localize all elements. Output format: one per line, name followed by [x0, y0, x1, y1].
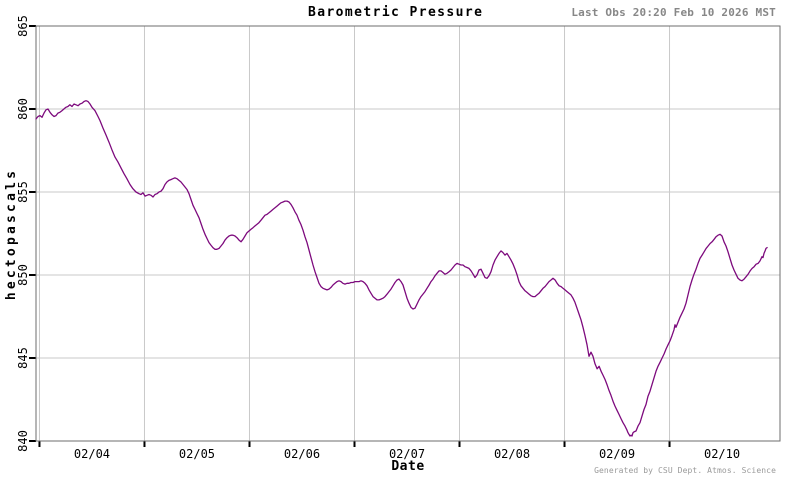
pressure-line	[35, 100, 768, 437]
y-tick-label: 865	[16, 15, 30, 37]
x-tick-label: 02/08	[494, 447, 530, 461]
plot-border	[35, 25, 781, 442]
y-tick-label: 845	[16, 347, 30, 369]
x-tick-label: 02/04	[74, 447, 110, 461]
credit-text: Generated by CSU Dept. Atmos. Science	[594, 466, 776, 475]
y-tick-label: 855	[16, 181, 30, 203]
y-tick-label: 840	[16, 430, 30, 452]
x-tick-label: 02/10	[704, 447, 740, 461]
x-axis-label: Date	[391, 459, 425, 474]
x-tick-label: 02/09	[599, 447, 635, 461]
y-tick-label: 850	[16, 264, 30, 286]
y-tick-label: 860	[16, 98, 30, 120]
x-tick-label: 02/05	[179, 447, 215, 461]
x-tick-label: 02/06	[284, 447, 320, 461]
y-axis-label: hectopascals	[4, 167, 19, 301]
x-tick-label: 02/07	[389, 447, 425, 461]
chart-title: Barometric Pressure	[308, 5, 484, 20]
last-observation-timestamp: Last Obs 20:20 Feb 10 2026 MST	[571, 6, 776, 19]
